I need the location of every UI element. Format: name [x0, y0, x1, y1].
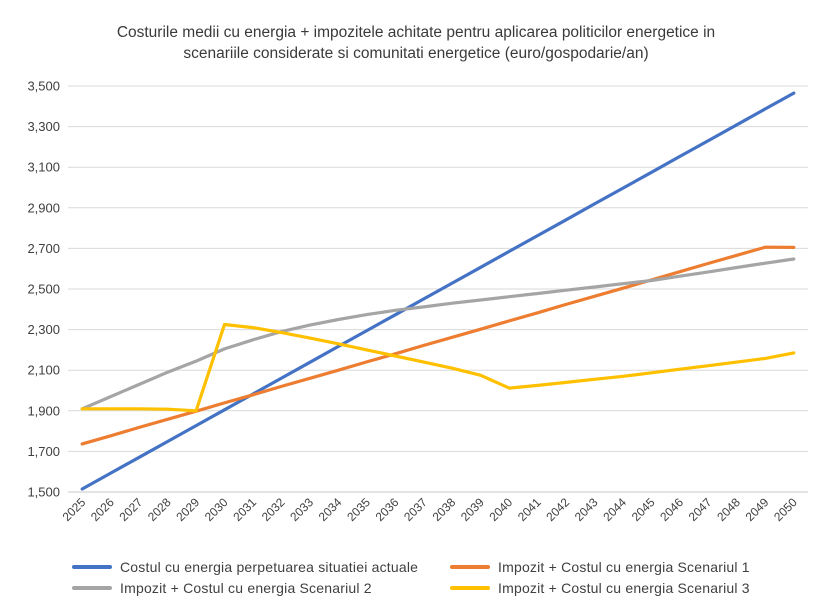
y-tick-label: 1,700 — [27, 444, 60, 459]
x-tick-label: 2036 — [373, 495, 402, 524]
y-tick-label: 1,500 — [27, 485, 60, 500]
series-lines — [80, 91, 796, 491]
x-tick-label: 2025 — [60, 495, 89, 524]
chart-title-line-2: scenariile considerate si comunitati ene… — [183, 45, 649, 62]
x-tick-label: 2042 — [543, 495, 572, 524]
series-line-4 — [80, 322, 796, 413]
chart-title: Costurile medii cu energia + impozitele … — [0, 22, 832, 64]
chart-title-line-1: Costurile medii cu energia + impozitele … — [116, 24, 716, 41]
y-tick-label: 2,100 — [27, 363, 60, 378]
x-tick-label: 2039 — [458, 495, 487, 524]
y-tick-label: 3,300 — [27, 119, 60, 134]
x-tick-label: 2030 — [202, 495, 231, 524]
series-line-1 — [80, 91, 796, 491]
x-tick-label: 2037 — [401, 495, 430, 524]
x-tick-label: 2034 — [316, 495, 345, 524]
x-tick-label: 2040 — [486, 495, 515, 524]
x-tick-label: 2029 — [173, 495, 202, 524]
y-tick-label: 3,100 — [27, 160, 60, 175]
x-tick-label: 2026 — [88, 495, 117, 524]
x-tick-label: 2032 — [259, 495, 288, 524]
x-tick-label: 2044 — [600, 495, 629, 524]
x-tick-label: 2049 — [743, 495, 772, 524]
x-tick-label: 2043 — [572, 495, 601, 524]
y-axis-tick-labels: 1,500 1,700 1,900 2,100 2,300 2,500 2,700 2,900… — [27, 79, 60, 500]
series-line-2 — [80, 245, 796, 446]
x-tick-label: 2045 — [629, 495, 658, 524]
x-tick-label: 2035 — [344, 495, 373, 524]
y-tick-label: 2,300 — [27, 322, 60, 337]
x-tick-label: 2047 — [686, 495, 715, 524]
x-tick-label: 2050 — [771, 495, 800, 524]
x-tick-label: 2046 — [657, 495, 686, 524]
x-tick-label: 2028 — [145, 495, 174, 524]
y-tick-label: 2,500 — [27, 282, 60, 297]
y-tick-label: 2,900 — [27, 200, 60, 215]
x-tick-label: 2048 — [714, 495, 743, 524]
x-tick-label: 2041 — [515, 495, 544, 524]
y-tick-label: 2,700 — [27, 241, 60, 256]
x-tick-label: 2033 — [287, 495, 316, 524]
x-axis-tick-labels: 2025 2026 2027 2028 2029 2030 2031 2032 2033 2034… — [60, 495, 801, 524]
series-line-3 — [80, 257, 796, 411]
x-tick-label: 2031 — [230, 495, 259, 524]
x-tick-label: 2038 — [430, 495, 459, 524]
y-tick-label: 3,500 — [27, 79, 60, 94]
y-tick-label: 1,900 — [27, 403, 60, 418]
x-tick-label: 2027 — [116, 495, 145, 524]
